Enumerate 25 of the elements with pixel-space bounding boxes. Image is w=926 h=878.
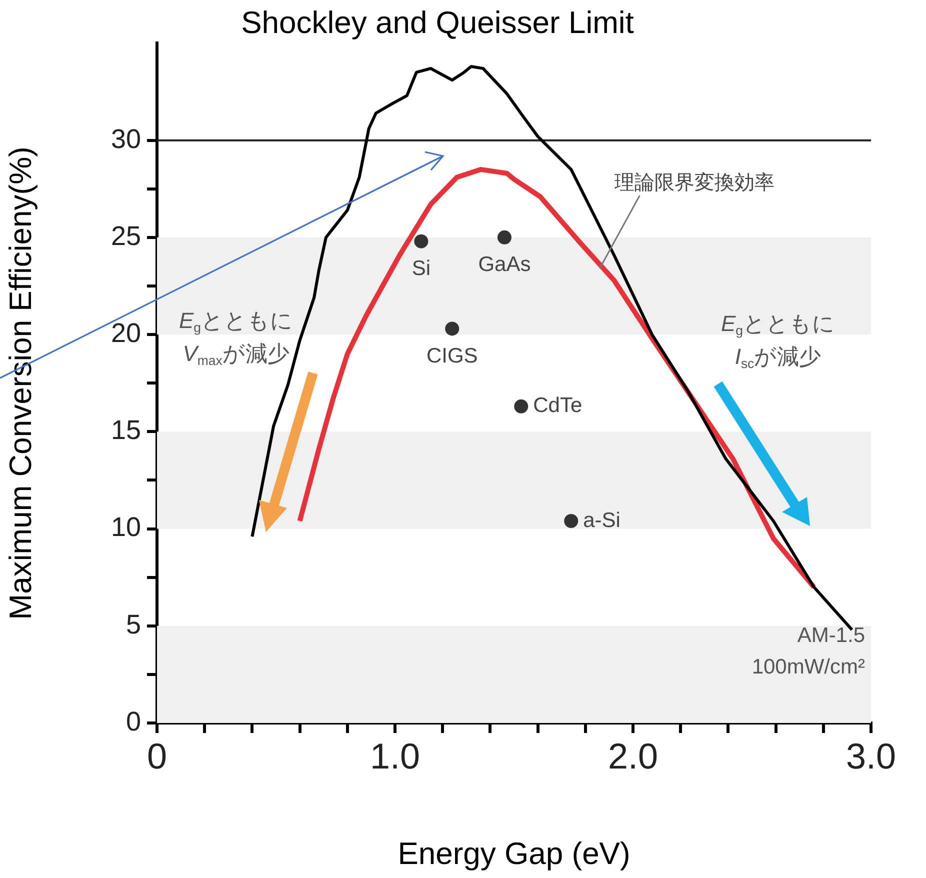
annotation: CdTe (533, 394, 582, 418)
y-tick-label: 20 (110, 318, 141, 348)
annotation: 理論限界変換効率 (614, 171, 775, 194)
annotation: AM-1.5 100mW/cm² (752, 624, 866, 678)
point (514, 399, 528, 414)
x-tick-label: 2.0 (608, 736, 658, 777)
y-tick-label: 5 (126, 609, 141, 640)
point (564, 514, 578, 528)
annotation: CIGS (426, 344, 478, 368)
point (497, 230, 512, 244)
y-tick-label: 0 (126, 706, 141, 736)
y-tick-label: 30 (110, 124, 141, 154)
y-tick-label: 25 (110, 220, 141, 251)
annotation: Si (412, 257, 431, 280)
chart-title: Shockley and Queisser Limit (241, 5, 634, 40)
point (445, 322, 460, 336)
y-tick-label: 15 (110, 415, 141, 446)
point (414, 234, 428, 248)
annotation: a-Si (583, 508, 620, 532)
x-axis-title: Energy Gap (eV) (398, 836, 630, 871)
x-tick-label: 3.0 (846, 736, 896, 777)
y-axis-title: Maximum Conversion Efficieny(%) (3, 146, 38, 620)
x-tick-label: 1.0 (370, 736, 420, 777)
y-tick-label: 10 (110, 512, 141, 542)
annotation: GaAs (478, 253, 531, 276)
